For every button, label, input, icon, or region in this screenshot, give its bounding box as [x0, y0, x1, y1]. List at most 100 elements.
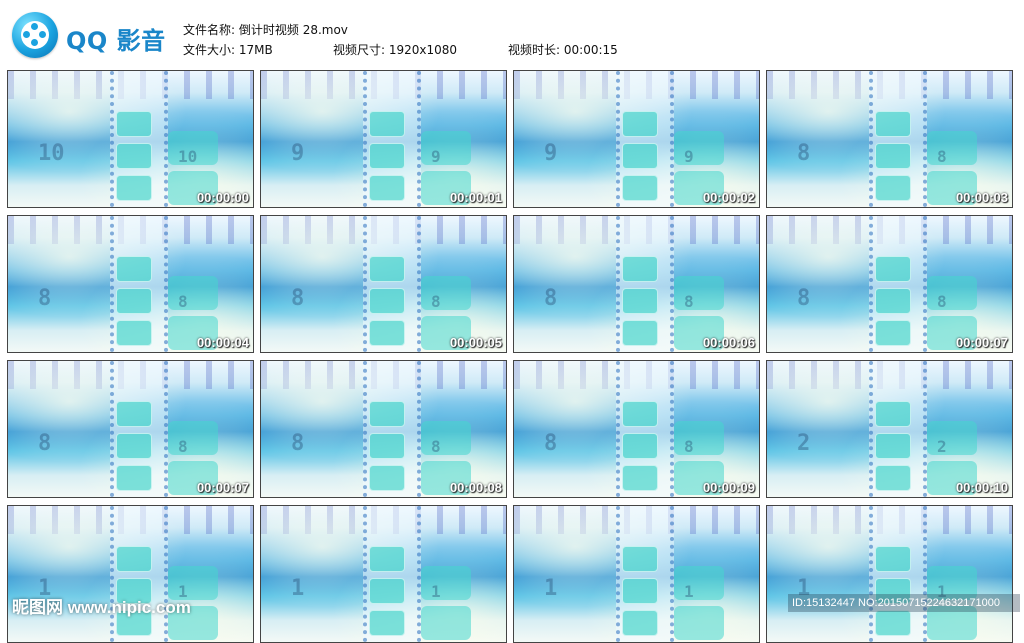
- video-thumbnail[interactable]: 10 10 00:00:00: [7, 70, 254, 208]
- countdown-digit-small: 1: [178, 582, 188, 601]
- countdown-digit-small: 1: [937, 582, 947, 601]
- countdown-digit-small: 8: [178, 292, 188, 311]
- film-frame: [369, 546, 405, 572]
- timestamp-label: 00:00:05: [449, 335, 502, 350]
- countdown-digit-small: 8: [431, 437, 441, 456]
- countdown-card: [674, 316, 724, 350]
- film-frame: [875, 465, 911, 491]
- countdown-card: [421, 566, 471, 600]
- countdown-card: [168, 276, 218, 310]
- countdown-card: [421, 131, 471, 165]
- timestamp-label: 00:00:04: [196, 335, 249, 350]
- film-frame: [116, 143, 152, 169]
- duration-row: 视频时长: 00:00:15: [508, 41, 618, 58]
- video-thumbnail[interactable]: 8 8 00:00:07: [766, 215, 1013, 353]
- countdown-digit-small: 8: [684, 437, 694, 456]
- countdown-digit-small: 2: [937, 437, 947, 456]
- timestamp-label: 00:00:02: [702, 190, 755, 205]
- countdown-digit: 1: [291, 576, 305, 601]
- duration-value: 00:00:15: [563, 43, 618, 57]
- duration-label: 视频时长:: [508, 43, 561, 57]
- file-size-label: 文件大小:: [183, 43, 236, 57]
- countdown-card: [168, 131, 218, 165]
- countdown-digit: 9: [291, 141, 305, 166]
- video-thumbnail[interactable]: 8 8 00:00:08: [260, 360, 507, 498]
- countdown-digit-small: 8: [684, 292, 694, 311]
- film-reel-icon: [12, 12, 58, 58]
- qq-player-logo: QQ 影音: [12, 12, 165, 58]
- countdown-digit-small: 9: [684, 147, 694, 166]
- countdown-card: [674, 606, 724, 640]
- video-thumbnail[interactable]: 8 8 00:00:07: [7, 360, 254, 498]
- countdown-card: [168, 461, 218, 495]
- timestamp-label: 00:00:08: [449, 480, 502, 495]
- film-frame: [875, 433, 911, 459]
- countdown-card: [168, 171, 218, 205]
- countdown-card: [168, 316, 218, 350]
- countdown-card: [674, 566, 724, 600]
- countdown-card: [421, 316, 471, 350]
- countdown-card: [421, 606, 471, 640]
- film-frame: [622, 401, 658, 427]
- film-frame: [622, 111, 658, 137]
- countdown-digit: 8: [544, 286, 558, 311]
- film-frame: [622, 465, 658, 491]
- countdown-digit: 8: [38, 431, 52, 456]
- video-thumbnail[interactable]: 8 8 00:00:05: [260, 215, 507, 353]
- video-thumbnail[interactable]: 8 8 00:00:03: [766, 70, 1013, 208]
- countdown-card: [168, 566, 218, 600]
- timestamp-label: 00:00:07: [196, 480, 249, 495]
- countdown-digit-small: 10: [178, 147, 198, 166]
- timestamp-label: 00:00:07: [955, 335, 1008, 350]
- video-thumbnail[interactable]: 8 8 00:00:09: [513, 360, 760, 498]
- film-frame: [116, 578, 152, 604]
- film-frame: [875, 610, 911, 636]
- film-frame: [369, 320, 405, 346]
- film-frame: [622, 175, 658, 201]
- film-frame: [622, 546, 658, 572]
- countdown-digit: 10: [38, 141, 65, 166]
- countdown-digit-small: 9: [431, 147, 441, 166]
- film-frame: [369, 610, 405, 636]
- header: QQ 影音 文件名称: 倒计时视频 28.mov 文件大小: 17MB 视频尺寸…: [0, 0, 1024, 66]
- video-thumbnail[interactable]: 9 9 00:00:01: [260, 70, 507, 208]
- film-frame: [369, 111, 405, 137]
- countdown-digit: 9: [544, 141, 558, 166]
- film-frame: [116, 256, 152, 282]
- film-frame: [622, 256, 658, 282]
- file-name-value: 倒计时视频 28.mov: [238, 23, 348, 37]
- file-name-row: 文件名称: 倒计时视频 28.mov: [183, 21, 348, 38]
- film-frame: [369, 401, 405, 427]
- film-frame: [369, 256, 405, 282]
- video-thumbnail[interactable]: 8 8 00:00:04: [7, 215, 254, 353]
- video-thumbnail[interactable]: 8 8 00:00:06: [513, 215, 760, 353]
- countdown-card: [927, 421, 977, 455]
- countdown-digit-small: 8: [937, 292, 947, 311]
- video-thumbnail[interactable]: 9 9 00:00:02: [513, 70, 760, 208]
- film-frame: [116, 465, 152, 491]
- countdown-card: [168, 421, 218, 455]
- countdown-card: [674, 421, 724, 455]
- countdown-card: [927, 131, 977, 165]
- timestamp-label: 00:00:03: [955, 190, 1008, 205]
- countdown-digit-small: 1: [684, 582, 694, 601]
- film-frame: [116, 175, 152, 201]
- countdown-card: [674, 276, 724, 310]
- dimensions-value: 1920x1080: [388, 43, 458, 57]
- timestamp-label: 00:00:10: [955, 480, 1008, 495]
- countdown-card: [927, 461, 977, 495]
- countdown-digit: 8: [797, 286, 811, 311]
- countdown-digit: 1: [38, 576, 52, 601]
- countdown-card: [927, 566, 977, 600]
- video-thumbnail[interactable]: 2 2 00:00:10: [766, 360, 1013, 498]
- watermark-left: 昵图网 www.nipic.com: [12, 598, 191, 617]
- countdown-card: [421, 461, 471, 495]
- file-size-value: 17MB: [238, 43, 273, 57]
- film-frame: [875, 143, 911, 169]
- film-frame: [622, 433, 658, 459]
- countdown-digit: 8: [291, 286, 305, 311]
